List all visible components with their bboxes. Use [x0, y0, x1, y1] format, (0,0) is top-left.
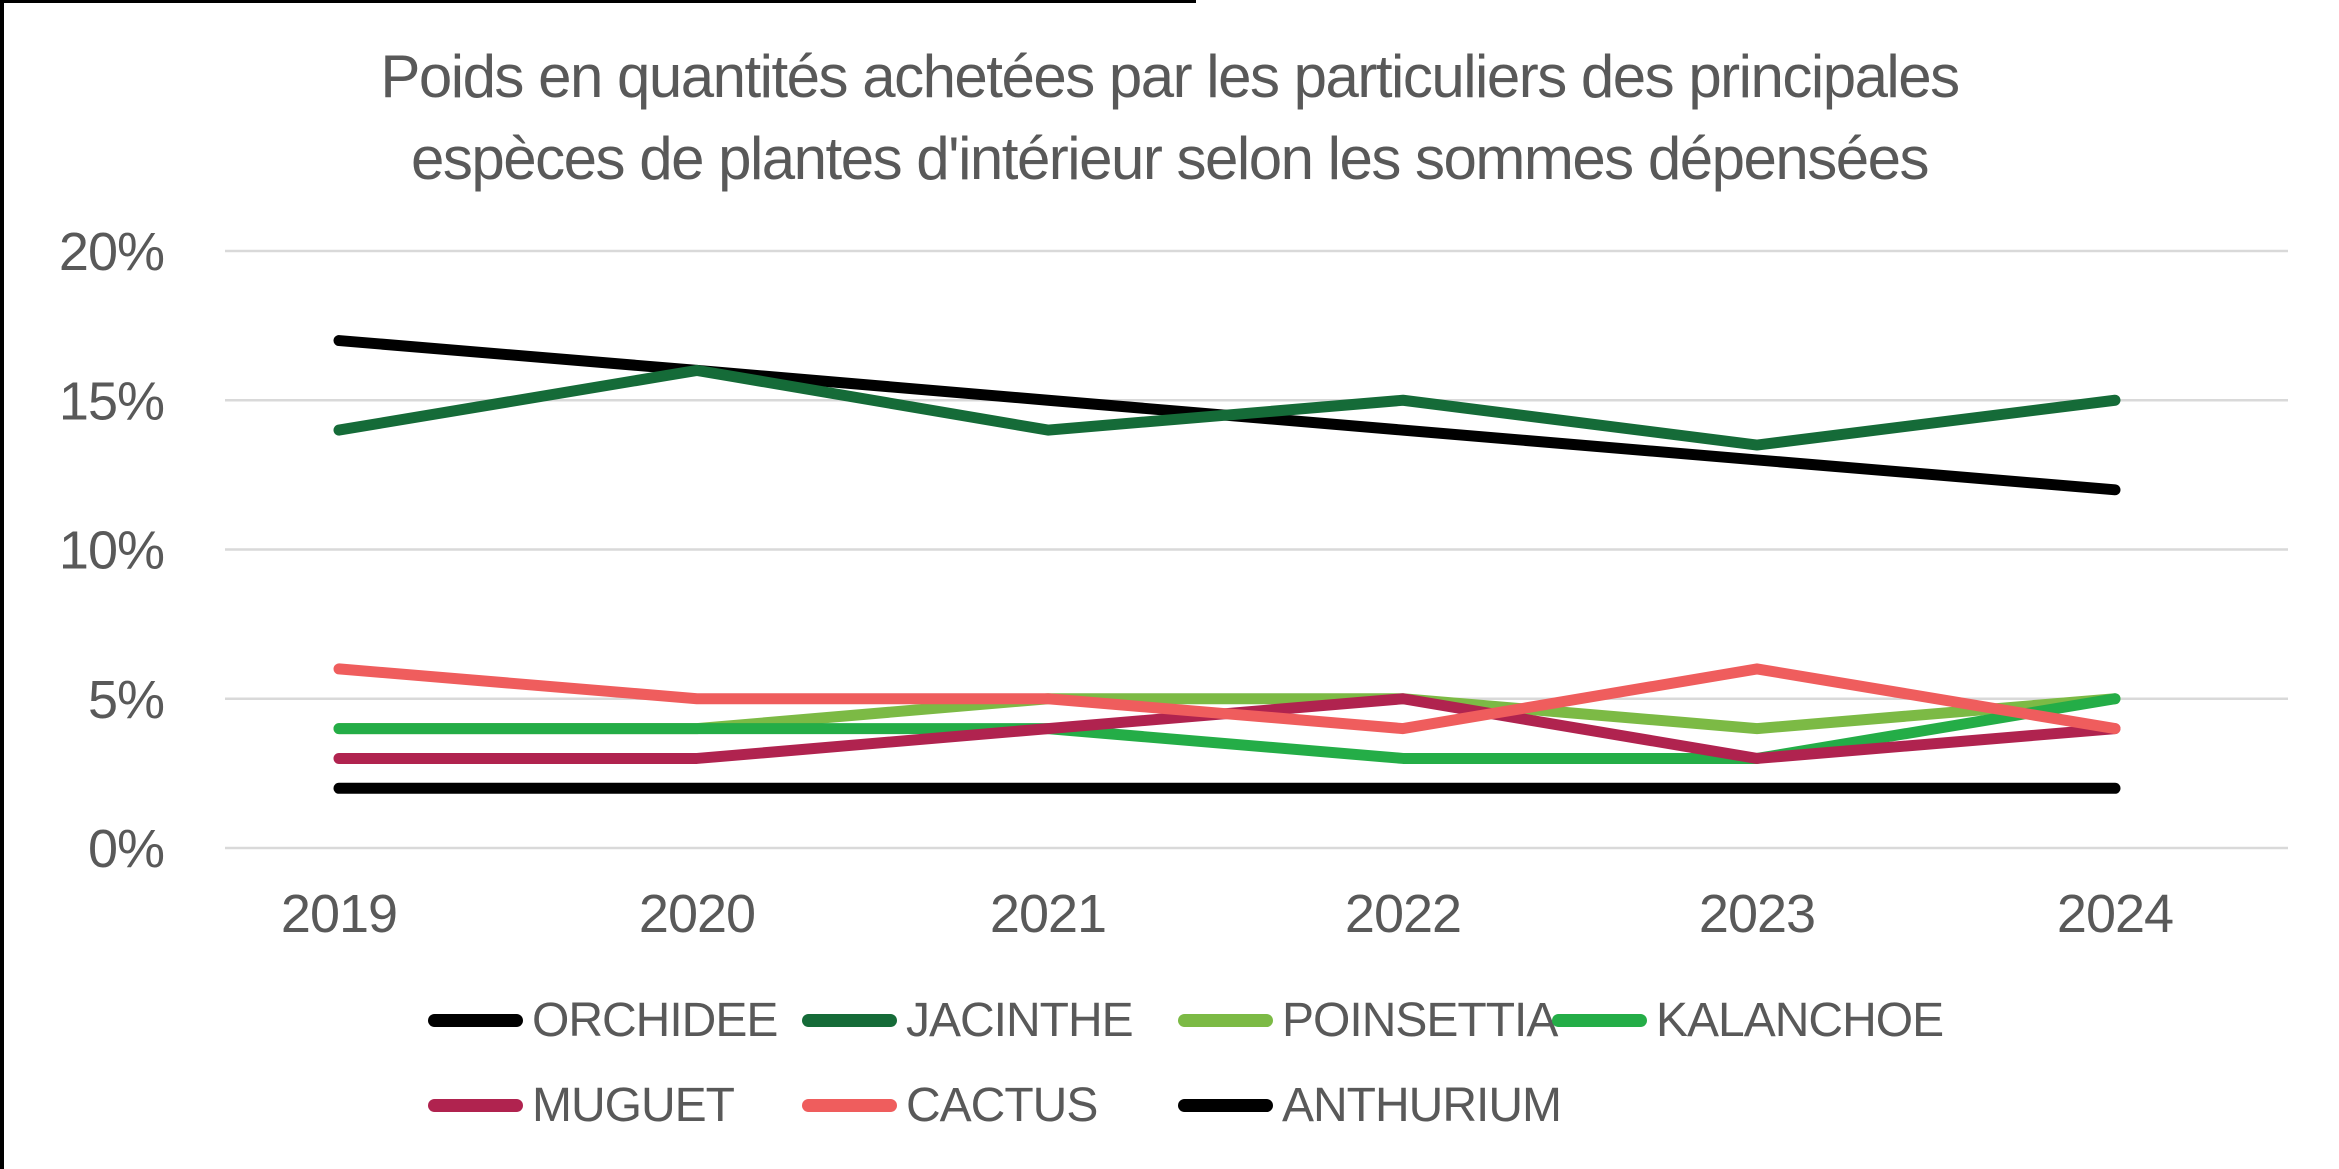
chart-title-line-1: Poids en quantités achetées par les part…	[380, 43, 1960, 110]
x-axis-label-2022: 2022	[1345, 884, 1461, 944]
y-axis-label-20%: 20%	[59, 222, 164, 282]
series-line-jacinthe	[333, 364, 2121, 451]
x-axis-label-2021: 2021	[990, 884, 1106, 944]
chart-title: Poids en quantités achetées par les part…	[0, 36, 2339, 200]
window-border-left	[0, 0, 4, 1169]
x-axis-label-2024: 2024	[2057, 884, 2173, 944]
x-axis-label-2020: 2020	[639, 884, 755, 944]
series-line-cactus	[333, 663, 2121, 735]
y-axis-label-0%: 0%	[88, 819, 164, 879]
y-axis-label-5%: 5%	[88, 670, 164, 730]
chart-title-line-2: espèces de plantes d'intérieur selon les…	[411, 125, 1929, 192]
x-axis-label-2019: 2019	[281, 884, 397, 944]
y-axis-label-10%: 10%	[59, 521, 164, 581]
window-border-top	[0, 0, 1196, 3]
y-axis-label-15%: 15%	[59, 371, 164, 431]
x-axis-label-2023: 2023	[1699, 884, 1815, 944]
